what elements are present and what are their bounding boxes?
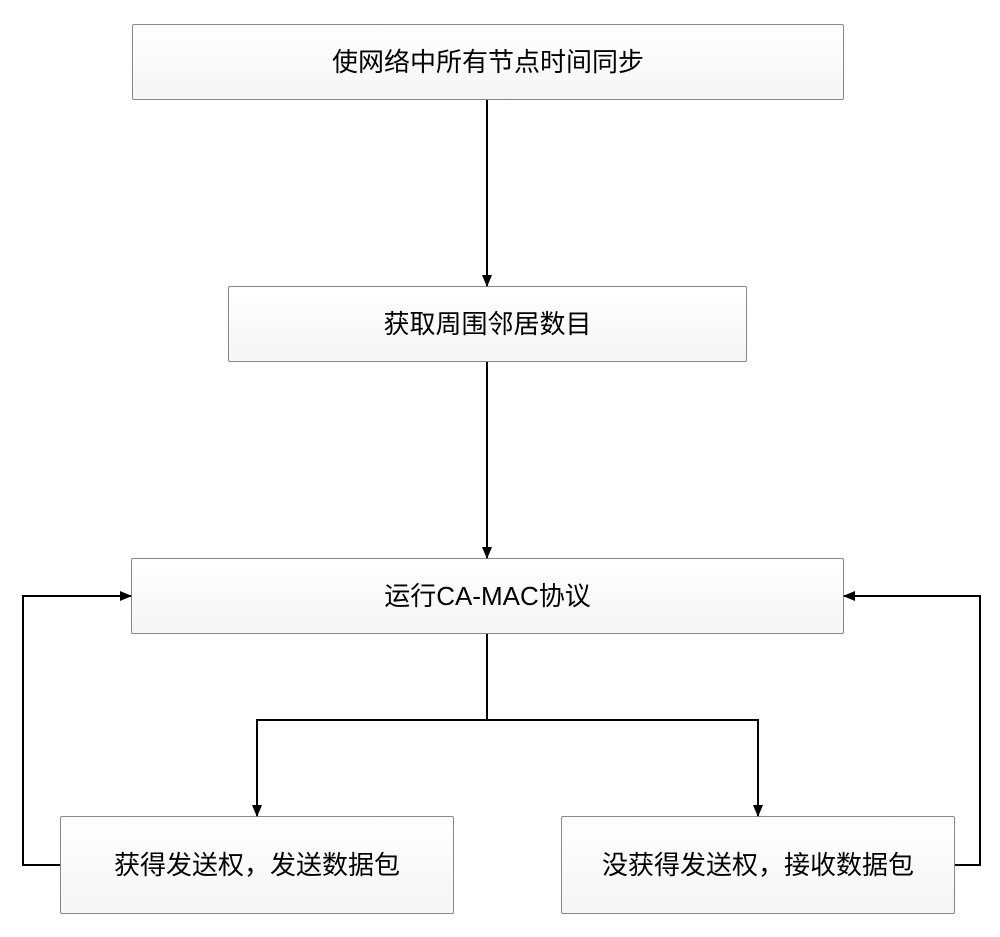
node-neighbors: 获取周围邻居数目 [228, 286, 747, 362]
node-label: 使网络中所有节点时间同步 [332, 44, 644, 80]
node-camac: 运行CA-MAC协议 [131, 558, 844, 634]
node-sync: 使网络中所有节点时间同步 [132, 24, 844, 100]
node-recv: 没获得发送权，接收数据包 [561, 816, 955, 914]
flowchart-canvas: 使网络中所有节点时间同步 获取周围邻居数目 运行CA-MAC协议 获得发送权，发… [0, 0, 1000, 937]
node-label: 没获得发送权，接收数据包 [602, 847, 914, 883]
node-send: 获得发送权，发送数据包 [60, 816, 454, 914]
node-label: 运行CA-MAC协议 [384, 578, 591, 614]
edge-camac-recv [487, 634, 758, 816]
node-label: 获取周围邻居数目 [383, 306, 591, 342]
edges [0, 0, 1000, 937]
node-label: 获得发送权，发送数据包 [114, 847, 400, 883]
edge-camac-send [257, 634, 487, 816]
